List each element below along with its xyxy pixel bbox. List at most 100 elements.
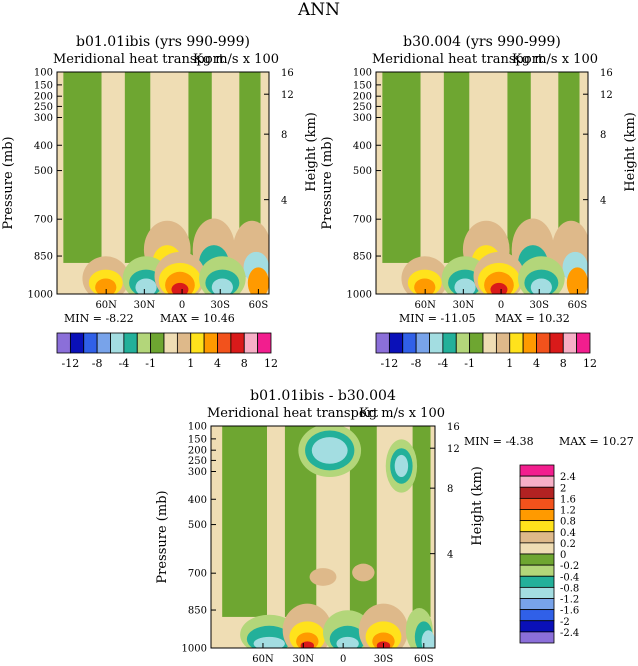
colorbar-swatch <box>519 586 555 599</box>
colorbar-swatch <box>176 332 192 354</box>
colorbar-swatch <box>83 332 98 354</box>
colorbar-label: 1 <box>187 357 194 370</box>
y-tick-label: 1000 <box>182 644 207 655</box>
colorbar-swatch <box>519 564 555 577</box>
colorbar-swatch <box>519 464 555 477</box>
y-tick-label: 700 <box>353 215 372 226</box>
contour-region <box>300 641 315 648</box>
panel-title: b01.01ibis (yrs 990-999) <box>76 34 250 50</box>
y-axis-label: Pressure (mb) <box>155 490 170 583</box>
y-tick-label: 700 <box>34 215 53 226</box>
colorbar-swatch <box>388 332 404 354</box>
y-right-axis-label: Height (km) <box>470 466 485 546</box>
y-tick-label: 250 <box>188 456 207 467</box>
panel-subtitle-left: Meridional heat transport <box>207 406 379 421</box>
x-tick-label: 30S <box>210 300 230 311</box>
contour-region <box>530 278 552 294</box>
x-tick-label: 30N <box>293 654 315 665</box>
field-band <box>239 72 261 268</box>
colorbar-swatch <box>522 332 537 354</box>
field-band <box>443 72 470 268</box>
colorbar-label: 0.2 <box>560 539 576 550</box>
colorbar-label: 8 <box>241 357 248 370</box>
field-band <box>188 72 212 268</box>
contour-region <box>490 282 508 294</box>
x-tick-label: 30N <box>453 300 475 311</box>
colorbar-label: -2 <box>560 617 570 628</box>
colorbar-swatch <box>442 332 457 354</box>
colorbar-swatch <box>495 332 511 354</box>
field-band <box>412 426 431 622</box>
contour-region <box>95 278 117 294</box>
contour-region <box>211 278 233 294</box>
field-band <box>222 426 267 622</box>
field-band <box>63 72 102 268</box>
y-right-tick-label: 8 <box>281 130 287 141</box>
x-tick-label: 60N <box>414 300 436 311</box>
colorbar-label: 0 <box>560 550 566 561</box>
field-band <box>558 72 580 268</box>
x-tick-label: 60S <box>249 300 269 311</box>
y-right-tick-label: 12 <box>447 444 460 455</box>
x-tick-label: 60S <box>414 654 434 665</box>
y-right-tick-label: 16 <box>447 422 460 433</box>
colorbar-swatch <box>519 475 555 488</box>
y-right-tick-label: 8 <box>447 484 453 495</box>
colorbar-label: -1.2 <box>560 595 579 606</box>
colorbar-swatch <box>136 332 152 354</box>
max-label: MAX = 10.27 <box>559 435 634 448</box>
colorbar-swatch <box>230 332 245 354</box>
colorbar-label: -1 <box>145 357 156 370</box>
y-tick-label: 700 <box>188 569 207 580</box>
colorbar-swatch <box>536 332 551 354</box>
y-tick-label: 500 <box>353 166 372 177</box>
chart-panel-3: b01.01ibis - b30.004 Meridional heat tran… <box>155 388 634 665</box>
y-right-axis-label: Height (km) <box>304 112 319 192</box>
y-tick-label: 200 <box>188 446 207 457</box>
x-tick-label: 60N <box>252 654 274 665</box>
colorbar-swatch <box>375 332 390 354</box>
contour-region <box>247 267 269 294</box>
y-tick-label: 400 <box>188 495 207 506</box>
panel-title: b01.01ibis - b30.004 <box>250 388 396 404</box>
contour-region <box>135 278 157 294</box>
y-axis-label: Pressure (mb) <box>320 136 335 229</box>
y-tick-label: 1000 <box>28 290 53 301</box>
colorbar-swatch <box>469 332 484 354</box>
y-axis-label: Pressure (mb) <box>1 136 16 229</box>
colorbar-label: -12 <box>62 357 80 370</box>
colorbar-swatch <box>519 531 555 544</box>
max-label: MAX = 10.32 <box>495 312 570 325</box>
colorbar-swatch <box>519 553 555 566</box>
y-right-tick-label: 8 <box>600 130 606 141</box>
panel-subtitle-left: Meridional heat transport <box>372 52 544 67</box>
y-right-tick-label: 4 <box>600 196 606 207</box>
colorbar-label: -0.4 <box>560 572 579 583</box>
contour-region <box>421 630 435 648</box>
contour-region <box>394 454 409 478</box>
contour-region <box>566 267 588 294</box>
colorbar-swatch <box>56 332 71 354</box>
panel-subtitle-right: Kg m/s x 100 <box>193 52 279 67</box>
colorbar-label: -0.8 <box>560 583 579 594</box>
y-tick-label: 200 <box>353 92 372 103</box>
colorbar-swatch <box>519 631 555 644</box>
colorbar-label: 12 <box>264 357 278 370</box>
colorbar-label: -8 <box>92 357 103 370</box>
colorbar-label: 4 <box>533 357 540 370</box>
y-right-tick-label: 4 <box>281 196 287 207</box>
colorbar-label: -0.2 <box>560 561 579 572</box>
colorbar-label: 0.8 <box>560 517 576 528</box>
colorbar-swatch <box>415 332 430 354</box>
y-right-tick-label: 12 <box>281 90 294 101</box>
colorbar-label: 8 <box>560 357 567 370</box>
y-tick-label: 1000 <box>347 290 372 301</box>
y-tick-label: 300 <box>188 467 207 478</box>
colorbar-swatch <box>519 497 555 510</box>
contour-region <box>336 636 359 648</box>
colorbar-label: 4 <box>214 357 221 370</box>
colorbar-label: -1 <box>464 357 475 370</box>
field-band <box>382 72 421 268</box>
x-tick-label: 30S <box>529 300 549 311</box>
colorbar: -12 -8 -4 -1 1 4 8 12 <box>56 332 278 370</box>
